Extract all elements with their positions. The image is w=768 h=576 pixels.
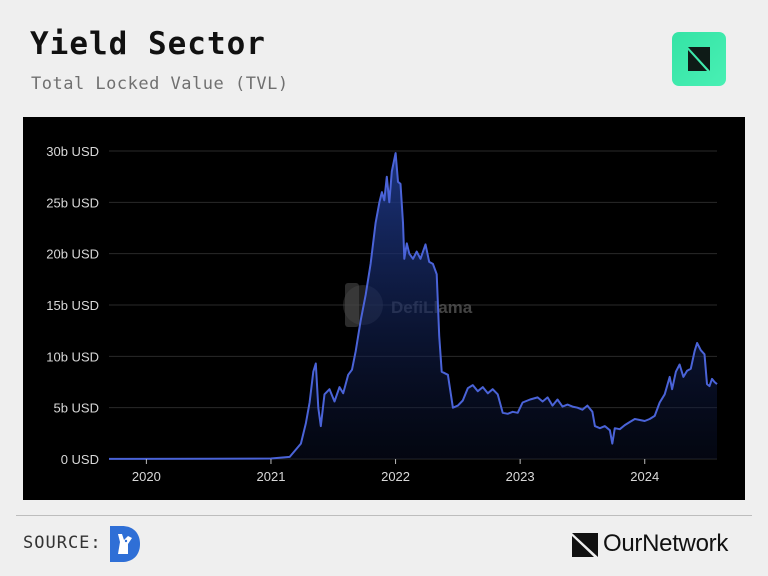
tvl-area-fill <box>109 153 717 459</box>
page-subtitle: Total Locked Value (TVL) <box>31 74 289 94</box>
brand-name: OurNetwork <box>603 530 729 557</box>
footer-divider <box>16 515 752 516</box>
y-tick-label: 10b USD <box>46 349 99 364</box>
ournetwork-badge-glyph <box>688 47 710 71</box>
x-tick-label: 2023 <box>506 469 535 484</box>
x-tick-label: 2021 <box>257 469 286 484</box>
x-tick-label: 2022 <box>381 469 410 484</box>
tvl-area <box>109 153 717 459</box>
x-tick-label: 2020 <box>132 469 161 484</box>
defillama-logo-icon <box>106 524 142 564</box>
y-axis-ticks: 0 USD 5b USD 10b USD 15b USD 20b USD 25b USD 3… <box>46 144 99 467</box>
y-tick-label: 30b USD <box>46 144 99 159</box>
y-tick-label: 0 USD <box>61 452 99 467</box>
source-label: SOURCE: <box>23 533 102 553</box>
page-title: Yield Sector <box>30 26 266 62</box>
y-tick-label: 20b USD <box>46 247 99 262</box>
tvl-line <box>108 152 718 460</box>
y-tick-label: 15b USD <box>46 298 99 313</box>
y-tick-label: 5b USD <box>53 401 99 416</box>
tvl-series-line <box>108 152 718 460</box>
y-tick-label: 25b USD <box>46 195 99 210</box>
x-axis-ticks: 2020 2021 2022 2023 2024 <box>132 459 659 484</box>
ournetwork-mark-icon <box>572 533 598 557</box>
ournetwork-badge-icon <box>672 32 726 86</box>
x-tick-label: 2024 <box>630 469 659 484</box>
